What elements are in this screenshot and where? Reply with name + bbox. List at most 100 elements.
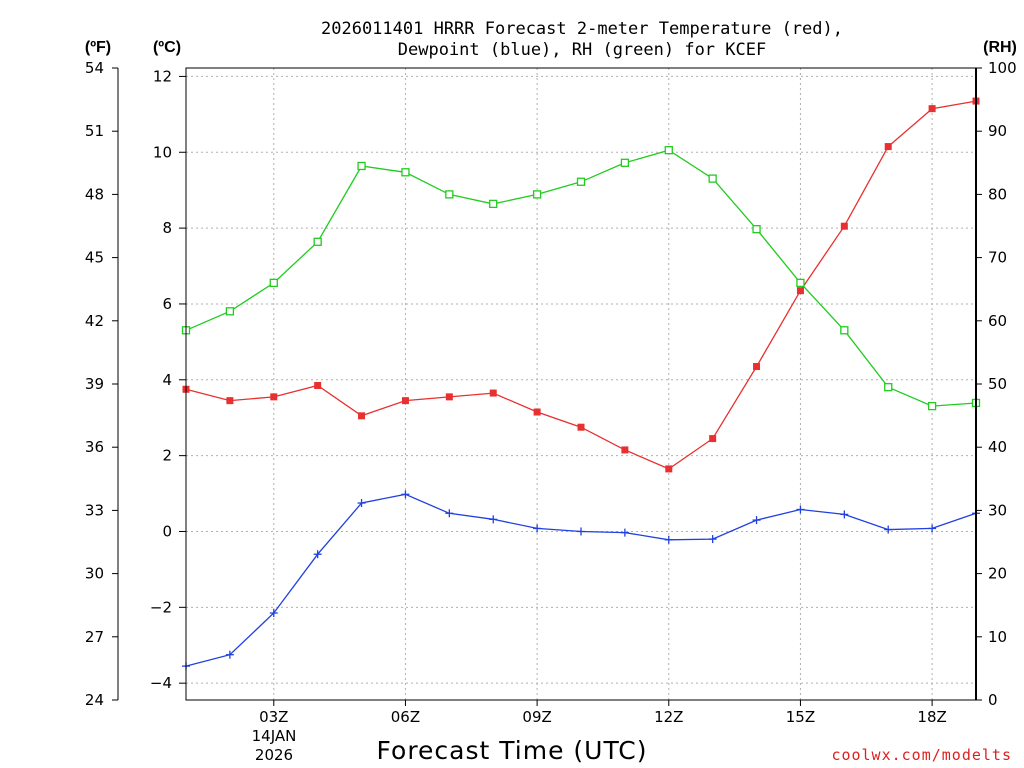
x-tick-label: 12Z: [654, 708, 683, 726]
fahrenheit-tick-label: 36: [85, 438, 104, 456]
rh-tick-label: 40: [988, 438, 1007, 456]
x-tick-label: 03Z: [259, 708, 288, 726]
gridlines: [186, 68, 976, 700]
rh-point: [664, 146, 673, 155]
dewpoint-point: [577, 527, 585, 536]
dewpoint-point: [225, 650, 234, 659]
fahrenheit-tick-label: 39: [85, 375, 104, 393]
fahrenheit-tick-label: 27: [85, 628, 104, 646]
date-label-day: 14JAN: [252, 727, 297, 745]
rh-point: [489, 199, 498, 209]
temperature-point: [358, 412, 366, 420]
axes: [112, 67, 982, 706]
dewpoint-point: [357, 499, 366, 508]
fahrenheit-tick-label: 24: [85, 691, 104, 709]
rh-tick-label: 70: [988, 249, 1007, 267]
rh-point: [357, 161, 366, 171]
celsius-tick-label: −2: [150, 598, 172, 616]
rh-point: [927, 401, 937, 411]
rh-point: [884, 383, 893, 392]
temperature-point: [401, 397, 409, 405]
fahrenheit-tick-label: 48: [85, 185, 104, 203]
temperature-point: [753, 363, 761, 371]
date-label-year: 2026: [255, 746, 293, 764]
dewpoint-point: [708, 535, 717, 544]
rh-point: [225, 307, 235, 316]
rh-tick-label: 0: [988, 691, 998, 709]
rh-point: [620, 158, 630, 167]
dewpoint-point: [533, 524, 542, 533]
rh-tick-label: 90: [988, 122, 1007, 140]
rh-tick-label: 10: [988, 628, 1007, 646]
temperature-point: [665, 465, 673, 473]
dewpoint-point: [313, 550, 322, 559]
temperature-point: [489, 389, 497, 397]
celsius-unit-label: (ºC): [153, 39, 181, 56]
x-tick-label: 15Z: [786, 708, 815, 726]
fahrenheit-tick-label: 51: [85, 122, 104, 140]
celsius-tick-label: −4: [150, 674, 172, 692]
series-temperature: [182, 97, 980, 473]
rh-point: [796, 278, 805, 288]
celsius-tick-label: 6: [162, 295, 172, 313]
dewpoint-point: [269, 609, 278, 618]
dewpoint-point: [664, 535, 673, 544]
dewpoint-point: [884, 525, 893, 534]
fahrenheit-tick-label: 45: [85, 249, 104, 267]
rh-point: [576, 177, 586, 186]
rh-tick-label: 30: [988, 501, 1007, 519]
celsius-tick-label: 8: [162, 219, 172, 237]
credit-text: coolwx.com/modelts: [831, 746, 1012, 764]
fahrenheit-tick-label: 54: [85, 59, 104, 77]
rh-point: [708, 174, 717, 183]
temperature-point: [226, 397, 234, 405]
chart-title-line-1: 2026011401 HRRR Forecast 2-meter Tempera…: [321, 19, 843, 39]
temperature-point: [796, 287, 804, 295]
rh-point: [401, 168, 410, 177]
rh-point: [269, 278, 278, 288]
celsius-tick-label: 0: [162, 522, 172, 540]
rh-point: [445, 190, 454, 199]
rh-tick-label: 100: [988, 59, 1017, 77]
dewpoint-point: [489, 515, 498, 524]
series-rh: [181, 146, 981, 411]
dewpoint-point: [445, 509, 454, 518]
fahrenheit-unit-label: (ºF): [85, 39, 111, 56]
dewpoint-point: [928, 524, 937, 533]
rh-point: [752, 225, 761, 234]
celsius-tick-label: 2: [162, 447, 172, 465]
temperature-point: [928, 105, 936, 113]
fahrenheit-tick-label: 30: [85, 565, 104, 583]
rh-point: [840, 326, 849, 335]
fahrenheit-tick-label: 33: [85, 501, 104, 519]
rh-unit-label: (RH): [983, 39, 1017, 56]
dewpoint-point: [401, 490, 410, 499]
dewpoint-point: [752, 516, 761, 525]
dewpoint-point: [796, 505, 805, 514]
data-series: [181, 97, 981, 671]
temperature-point: [445, 393, 453, 401]
temperature-point: [840, 222, 848, 230]
x-tick-label: 09Z: [522, 708, 551, 726]
x-axis-title: Forecast Time (UTC): [377, 736, 648, 765]
fahrenheit-tick-label: 42: [85, 312, 104, 330]
temperature-point: [709, 435, 717, 443]
celsius-tick-label: 10: [153, 143, 172, 161]
temperature-point: [533, 408, 541, 416]
dewpoint-point: [840, 510, 849, 519]
rh-tick-label: 60: [988, 312, 1007, 330]
temperature-point: [621, 446, 629, 454]
rh-point: [532, 190, 542, 199]
tick-labels: 03Z 06Z 09Z 12Z 15Z 18Z−4−2024681012242730333…: [85, 59, 1017, 726]
dewpoint-point: [620, 528, 629, 537]
x-tick-label: 06Z: [391, 708, 420, 726]
rh-point: [313, 237, 322, 246]
celsius-tick-label: 4: [162, 371, 172, 389]
x-tick-label: 18Z: [917, 708, 946, 726]
rh-tick-label: 50: [988, 375, 1007, 393]
temperature-point: [314, 381, 322, 389]
rh-tick-label: 20: [988, 565, 1007, 583]
temperature-point: [577, 423, 585, 431]
temperature-point: [270, 393, 278, 401]
